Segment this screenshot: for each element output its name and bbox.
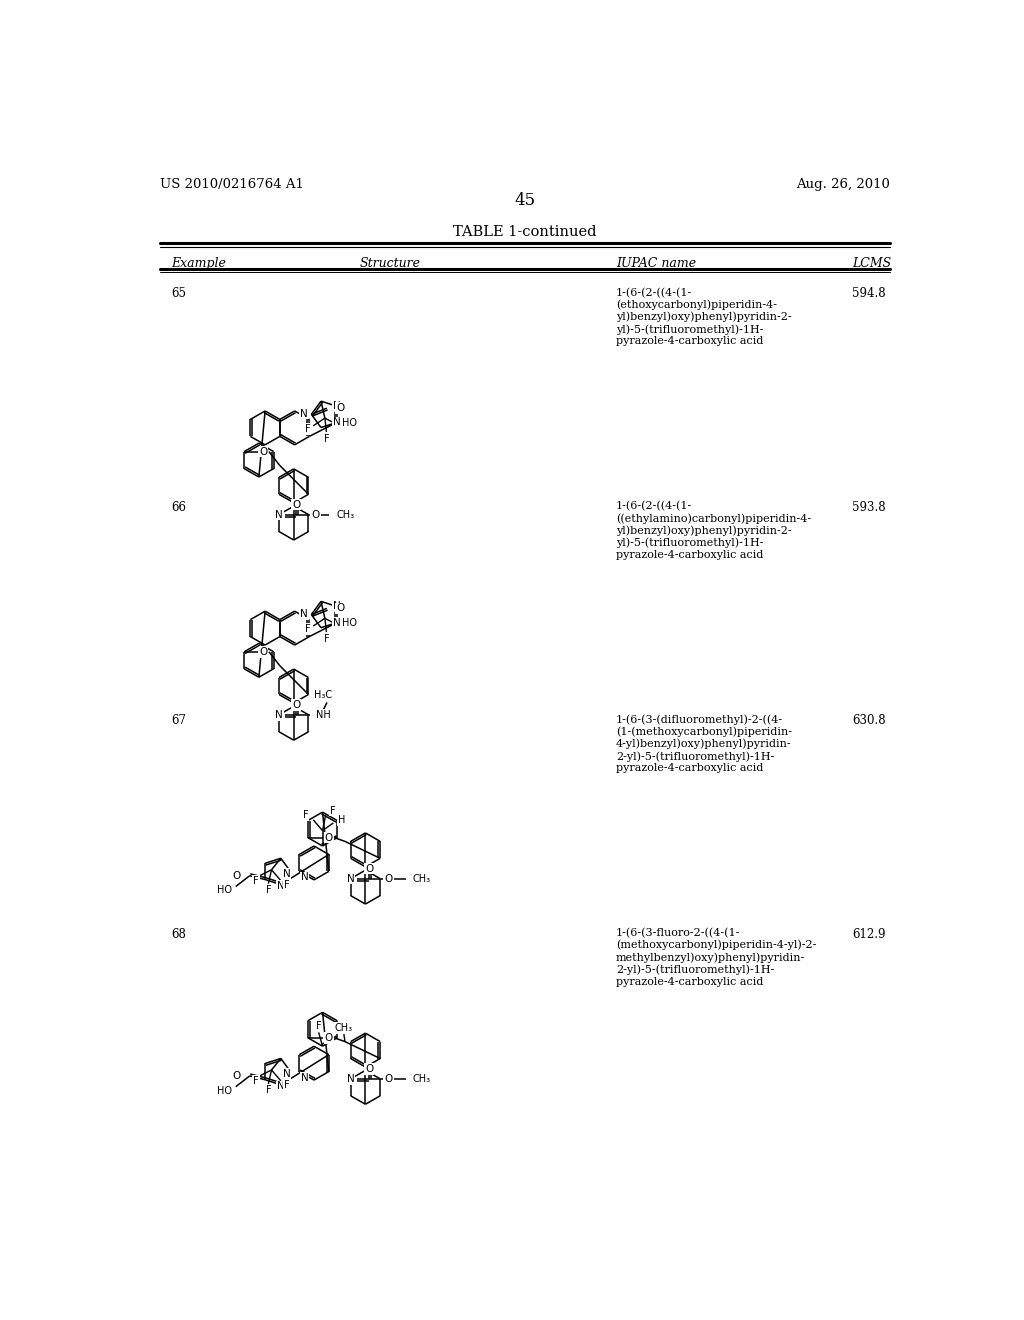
Text: O: O	[311, 510, 319, 520]
Text: O: O	[325, 833, 333, 842]
Text: CH₃: CH₃	[413, 874, 431, 883]
Text: F: F	[284, 1080, 290, 1090]
Text: 66: 66	[172, 500, 186, 513]
Text: TABLE 1-continued: TABLE 1-continued	[453, 226, 597, 239]
Text: O: O	[259, 647, 267, 657]
Text: 67: 67	[172, 714, 186, 727]
Text: N: N	[300, 609, 308, 619]
Text: H₃C: H₃C	[314, 690, 332, 700]
Text: F: F	[253, 1076, 259, 1086]
Text: Structure: Structure	[359, 257, 421, 271]
Text: NH: NH	[316, 710, 331, 719]
Text: F: F	[305, 624, 310, 634]
Text: US 2010/0216764 A1: US 2010/0216764 A1	[160, 178, 304, 190]
Text: IUPAC name: IUPAC name	[616, 257, 696, 271]
Text: N: N	[347, 1074, 354, 1084]
Text: N: N	[333, 417, 340, 428]
Text: N: N	[333, 602, 340, 611]
Text: F: F	[315, 1022, 322, 1031]
Text: F: F	[324, 634, 330, 644]
Text: 1-(6-(3-(difluoromethyl)-2-((4-
(1-(methoxycarbonyl)piperidin-
4-yl)benzyl)oxy)p: 1-(6-(3-(difluoromethyl)-2-((4- (1-(meth…	[616, 714, 793, 774]
Text: N: N	[275, 710, 283, 719]
Text: N: N	[275, 510, 283, 520]
Text: 68: 68	[172, 928, 186, 941]
Text: F: F	[331, 805, 336, 816]
Text: 594.8: 594.8	[852, 288, 886, 301]
Text: CH₃: CH₃	[335, 1023, 352, 1032]
Text: O: O	[384, 1074, 393, 1084]
Text: 593.8: 593.8	[852, 500, 886, 513]
Text: 612.9: 612.9	[852, 928, 886, 941]
Text: O: O	[366, 863, 374, 874]
Text: O: O	[232, 871, 241, 880]
Text: 1-(6-(2-((4-(1-
((ethylamino)carbonyl)piperidin-4-
yl)benzyl)oxy)phenyl)pyridin-: 1-(6-(2-((4-(1- ((ethylamino)carbonyl)pi…	[616, 500, 811, 560]
Text: HO: HO	[217, 886, 231, 895]
Text: O: O	[292, 700, 300, 710]
Text: F: F	[324, 434, 330, 444]
Text: F: F	[265, 1085, 271, 1096]
Text: N: N	[283, 1069, 291, 1078]
Text: O: O	[336, 603, 344, 614]
Text: CH₃: CH₃	[336, 510, 354, 520]
Text: N: N	[333, 401, 340, 412]
Text: F: F	[305, 424, 310, 434]
Text: F: F	[284, 880, 290, 890]
Text: 1-(6-(3-fluoro-2-((4-(1-
(methoxycarbonyl)piperidin-4-yl)-2-
methylbenzyl)oxy)ph: 1-(6-(3-fluoro-2-((4-(1- (methoxycarbony…	[616, 928, 816, 986]
Text: N: N	[300, 408, 308, 418]
Text: 65: 65	[172, 288, 186, 301]
Text: N: N	[283, 869, 291, 879]
Text: Example: Example	[172, 257, 226, 271]
Text: N: N	[301, 1073, 308, 1082]
Text: N: N	[347, 874, 354, 883]
Text: H: H	[338, 814, 345, 825]
Text: F: F	[253, 875, 259, 886]
Text: O: O	[336, 403, 344, 413]
Text: 1-(6-(2-((4-(1-
(ethoxycarbonyl)piperidin-4-
yl)benzyl)oxy)phenyl)pyridin-2-
yl): 1-(6-(2-((4-(1- (ethoxycarbonyl)piperidi…	[616, 288, 792, 346]
Text: LCMS: LCMS	[852, 257, 891, 271]
Text: N: N	[301, 873, 308, 882]
Text: HO: HO	[217, 1085, 231, 1096]
Text: O: O	[259, 446, 267, 457]
Text: Aug. 26, 2010: Aug. 26, 2010	[796, 178, 890, 190]
Text: 45: 45	[514, 191, 536, 209]
Text: HO: HO	[342, 618, 357, 628]
Text: O: O	[366, 1064, 374, 1074]
Text: CH₃: CH₃	[413, 1074, 431, 1084]
Text: 630.8: 630.8	[852, 714, 886, 727]
Text: O: O	[325, 1032, 333, 1043]
Text: HO: HO	[342, 417, 357, 428]
Text: N: N	[333, 618, 340, 628]
Text: O: O	[384, 874, 393, 883]
Text: N: N	[276, 882, 285, 891]
Text: F: F	[265, 884, 271, 895]
Text: O: O	[232, 1071, 241, 1081]
Text: N: N	[276, 1081, 285, 1092]
Text: O: O	[292, 499, 300, 510]
Text: F: F	[303, 810, 308, 820]
